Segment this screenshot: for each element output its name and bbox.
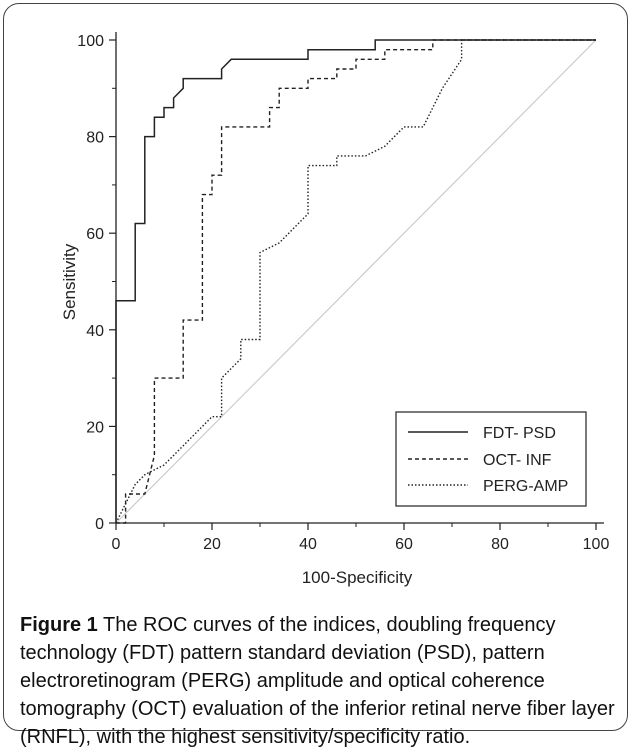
y-tick-label: 100: [77, 33, 104, 50]
x-tick-label: 20: [203, 536, 221, 553]
y-tick-label: 60: [86, 226, 104, 243]
y-tick-label: 80: [86, 130, 104, 147]
roc-curve-perg-amp: [115, 39, 596, 524]
y-tick-label: 20: [86, 419, 104, 436]
legend-label-perg-amp: PERG-AMP: [483, 478, 568, 495]
x-tick-label: 40: [299, 536, 317, 553]
series-group: [115, 39, 597, 524]
x-axis-title: 100-Specificity: [302, 568, 413, 587]
roc-curve-fdt-psd: [115, 39, 596, 523]
y-tick-label: 0: [95, 516, 104, 533]
legend-box: [395, 411, 587, 507]
x-tick-label: 100: [583, 536, 610, 553]
roc-curve-oct-inf: [116, 39, 596, 524]
legend-label-fdt-psd: FDT- PSD: [483, 425, 556, 442]
legend-label-oct-inf: OCT- INF: [483, 452, 552, 469]
caption-text: The ROC curves of the indices, doubling …: [20, 614, 615, 748]
y-tick-label: 40: [86, 323, 104, 340]
x-tick-label: 80: [491, 536, 509, 553]
y-axis-title: Sensitivity: [60, 243, 79, 320]
legend: FDT- PSD OCT- INF PERG-AMP: [395, 411, 587, 507]
axis-ticks: 0 20 40 60 80 100 0 20 40 60 80 100: [77, 33, 609, 553]
figure-caption: Figure 1 The ROC curves of the indices, …: [20, 611, 620, 751]
x-tick-label: 0: [112, 536, 121, 553]
figure-frame: [3, 3, 628, 731]
x-tick-label: 60: [395, 536, 413, 553]
roc-chart: 0 20 40 60 80 100 0 20 40 60 80 100 100-Specificity…: [60, 32, 609, 587]
caption-label: Figure 1: [20, 614, 98, 636]
reference-diagonal-line: [115, 39, 597, 524]
